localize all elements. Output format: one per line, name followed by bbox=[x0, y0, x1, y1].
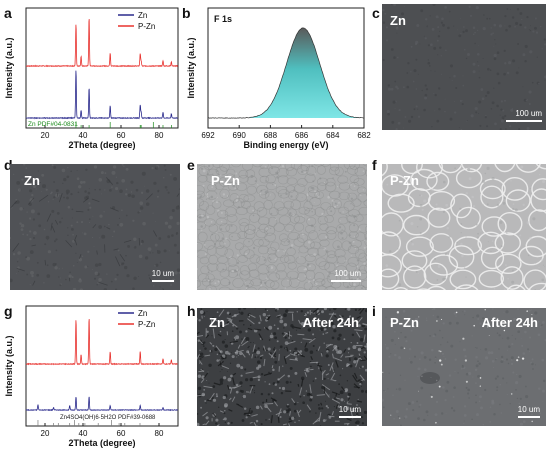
sample-label-i: P-Zn bbox=[390, 315, 419, 330]
scale-bar-h bbox=[339, 416, 361, 418]
x-tick-label-b-692: 692 bbox=[201, 131, 215, 140]
sem-image-i: P-Zn After 24h 10 um bbox=[382, 308, 546, 426]
series-line-a-p-zn bbox=[25, 19, 178, 68]
sem-image-f: P-Zn bbox=[382, 164, 546, 290]
panel-label-d: d bbox=[4, 157, 13, 173]
x-tick-label-a-80: 80 bbox=[155, 131, 164, 140]
condition-label-h: After 24h bbox=[302, 315, 359, 330]
peak-envelope-b bbox=[207, 27, 365, 119]
scale-text-d: 10 um bbox=[151, 269, 174, 278]
condition-label-i: After 24h bbox=[481, 315, 538, 330]
series-line-a-zn bbox=[25, 70, 179, 120]
xps-chart-b: 692 690 688 686 684 682 Binding energy (eV) Int… bbox=[186, 7, 371, 150]
x-axis-label-g: 2Theta (degree) bbox=[68, 438, 135, 448]
y-axis-label-a: Intensity (a.u.) bbox=[4, 37, 14, 98]
scale-bar-e bbox=[331, 280, 361, 282]
sample-label-c: Zn bbox=[390, 13, 406, 28]
x-tick-label-b-682: 682 bbox=[357, 131, 371, 140]
plot-frame-b bbox=[207, 7, 365, 129]
x-tick-label-g-60: 60 bbox=[117, 429, 126, 438]
x-tick-label-b-686: 686 bbox=[295, 131, 309, 140]
legend-label-g-zn: Zn bbox=[138, 309, 147, 318]
sample-label-h: Zn bbox=[209, 315, 225, 330]
x-tick-label-a-60: 60 bbox=[117, 131, 126, 140]
x-axis-label-a: 2Theta (degree) bbox=[68, 140, 135, 150]
x-tick-label-a-40: 40 bbox=[79, 131, 88, 140]
y-axis-label-b: Intensity (a.u.) bbox=[186, 37, 196, 98]
sem-image-d: Zn 10 um bbox=[10, 164, 180, 290]
scale-text-i: 10 um bbox=[517, 405, 540, 414]
x-tick-label-b-688: 688 bbox=[264, 131, 278, 140]
panel-label-c: c bbox=[372, 5, 380, 21]
x-tick-label-g-20: 20 bbox=[41, 429, 50, 438]
series-line-g-p-zn bbox=[25, 319, 178, 366]
x-tick-label-g-80: 80 bbox=[155, 429, 164, 438]
scale-text-e: 100 um bbox=[334, 269, 361, 278]
sem-image-h: Zn After 24h 10 um bbox=[197, 308, 367, 426]
legend-label-g-p-zn: P-Zn bbox=[138, 320, 155, 329]
reference-label-a: Zn PDF#04-0831 bbox=[28, 121, 78, 128]
x-axis-label-b: Binding energy (eV) bbox=[243, 140, 328, 150]
sample-label-e: P-Zn bbox=[211, 173, 240, 188]
legend-label-a-p-zn: P-Zn bbox=[138, 22, 155, 31]
panel-label-a: a bbox=[4, 5, 12, 21]
scale-bar-c bbox=[506, 120, 542, 122]
scale-bar-d bbox=[152, 280, 174, 282]
plot-frame-g bbox=[25, 305, 179, 427]
y-axis-label-g: Intensity (a.u.) bbox=[4, 335, 14, 396]
x-tick-label-a-20: 20 bbox=[41, 131, 50, 140]
chart-title-b: F 1s bbox=[214, 14, 232, 24]
legend-label-a-zn: Zn bbox=[138, 11, 147, 20]
sem-image-c: Zn 100 um bbox=[382, 4, 546, 130]
panel-label-i: i bbox=[372, 303, 376, 319]
sample-label-d: Zn bbox=[24, 173, 40, 188]
panel-label-g: g bbox=[4, 303, 13, 319]
panel-label-b: b bbox=[182, 5, 191, 21]
sem-image-e: P-Zn 100 um bbox=[197, 164, 367, 290]
x-tick-label-b-690: 690 bbox=[233, 131, 247, 140]
plot-frame-a bbox=[25, 7, 179, 129]
scale-text-h: 10 um bbox=[338, 405, 361, 414]
x-tick-label-g-40: 40 bbox=[79, 429, 88, 438]
xrd-chart-g: 20 40 60 80 2Theta (degree) Intensity (a.u.) Z… bbox=[4, 305, 179, 448]
scale-text-c: 100 um bbox=[515, 109, 542, 118]
reference-label-g: Zn4SO4(OH)6·5H2O PDF#39-0688 bbox=[60, 415, 156, 421]
panel-label-f: f bbox=[372, 157, 377, 173]
peak-area-b bbox=[208, 27, 364, 119]
scale-bar-i bbox=[518, 416, 540, 418]
xrd-chart-a: 20 40 60 80 2Theta (degree) Intensity (a.u.) Z… bbox=[4, 7, 179, 150]
panel-label-h: h bbox=[187, 303, 196, 319]
x-tick-label-b-684: 684 bbox=[326, 131, 340, 140]
series-line-g-zn bbox=[25, 396, 179, 412]
panel-label-e: e bbox=[187, 157, 195, 173]
sample-label-f: P-Zn bbox=[390, 173, 419, 188]
